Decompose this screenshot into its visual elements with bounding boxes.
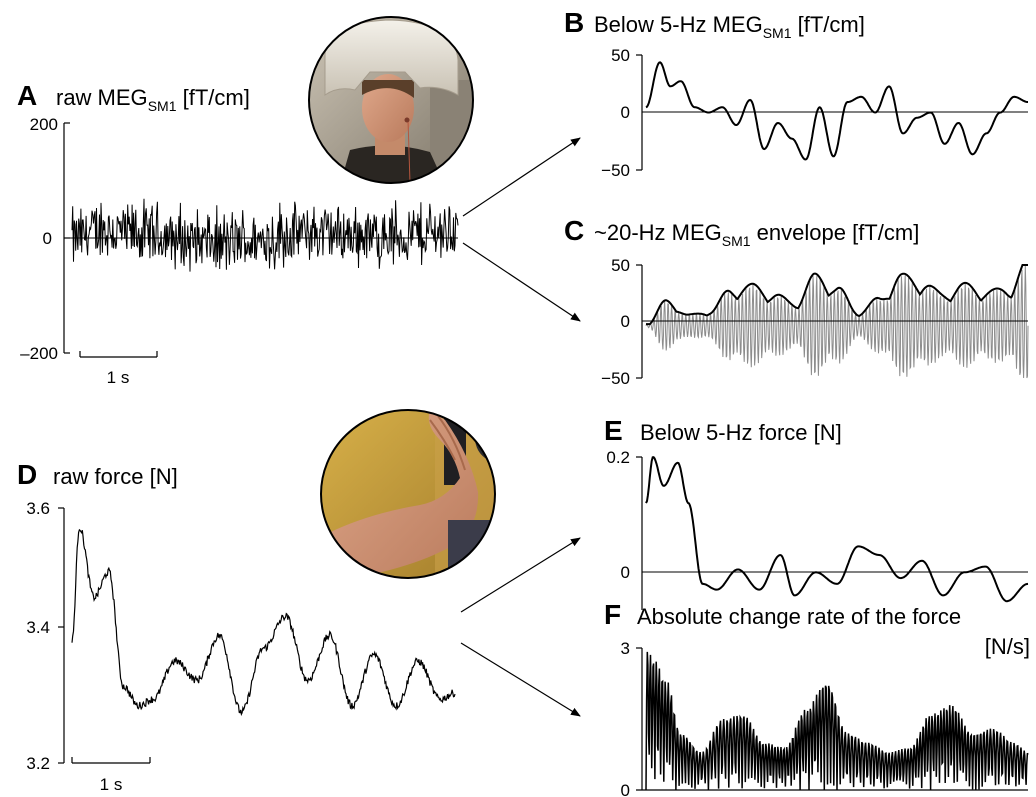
panel-f: F Absolute change rate of the force [N/s… <box>604 599 1030 797</box>
panel-a-trace <box>71 198 459 272</box>
hand-photo <box>320 409 496 579</box>
panel-a-title: raw MEGSM1 [fT/cm] <box>56 85 250 114</box>
panel-e: E Below 5-Hz force [N] 0.2 0 <box>604 415 1029 610</box>
panel-c-envelope-trace <box>646 264 1028 326</box>
panel-d-scale-bar-label: 1 s <box>100 775 123 794</box>
panel-e-title: Below 5-Hz force [N] <box>640 420 842 445</box>
panel-b-tick-label-0: 0 <box>621 103 630 122</box>
panel-a-tick-label-neg200: –200 <box>20 344 58 363</box>
panel-c-tick-label-50: 50 <box>611 256 630 275</box>
panel-f-title: Absolute change rate of the force <box>637 604 961 629</box>
panel-d: D raw force [N] 3.6 3.4 3.2 1 s <box>17 459 456 794</box>
panel-c-carrier-trace <box>645 265 1029 379</box>
panel-a-scale-bar-label: 1 s <box>107 368 130 387</box>
panel-c-title: ~20-Hz MEGSM1 envelope [fT/cm] <box>594 220 919 249</box>
panel-b: B Below 5-Hz MEGSM1 [fT/cm] 50 0 −50 <box>564 7 1028 180</box>
panel-e-tick-label-0: 0 <box>621 563 630 582</box>
panel-f-trace <box>645 651 1029 791</box>
panel-f-label: F <box>604 599 621 630</box>
panel-d-tick-label-3-2: 3.2 <box>26 754 50 773</box>
panel-b-title: Below 5-Hz MEGSM1 [fT/cm] <box>594 12 865 41</box>
panel-d-trace <box>71 528 456 717</box>
panel-b-tick-label-neg50: −50 <box>601 161 630 180</box>
arrow-a-to-c <box>462 242 581 322</box>
panel-b-tick-label-50: 50 <box>611 46 630 65</box>
panel-d-title: raw force [N] <box>53 464 178 489</box>
panel-a-tick-label-0: 0 <box>43 229 52 248</box>
arrow-d-to-f <box>460 642 581 717</box>
arrow-d-to-e <box>460 537 581 613</box>
panel-e-tick-label-0-2: 0.2 <box>606 448 630 467</box>
panel-b-label: B <box>564 7 584 38</box>
panel-a-tick-label-200: 200 <box>30 115 58 134</box>
panel-b-trace <box>645 61 1028 161</box>
panel-f-tick-label-0: 0 <box>621 781 630 797</box>
panel-a-label: A <box>17 80 37 111</box>
arrow-a-to-b <box>462 137 581 217</box>
panel-e-label: E <box>604 415 623 446</box>
panel-d-tick-label-3-6: 3.6 <box>26 499 50 518</box>
panel-c-tick-label-neg50: −50 <box>601 369 630 388</box>
panel-a: A raw MEGSM1 [fT/cm] 200 0 –200 1 s <box>17 80 459 387</box>
panel-d-tick-label-3-4: 3.4 <box>26 618 50 637</box>
panel-c: C ~20-Hz MEGSM1 envelope [fT/cm] 50 0 −5… <box>564 215 1029 388</box>
panel-c-label: C <box>564 215 584 246</box>
panel-d-label: D <box>17 459 37 490</box>
panel-f-title-unit: [N/s] <box>985 634 1030 659</box>
meg-photo <box>308 16 474 184</box>
panel-c-tick-label-0: 0 <box>621 312 630 331</box>
panel-e-trace <box>645 456 1029 603</box>
panel-f-tick-label-3: 3 <box>621 639 630 658</box>
